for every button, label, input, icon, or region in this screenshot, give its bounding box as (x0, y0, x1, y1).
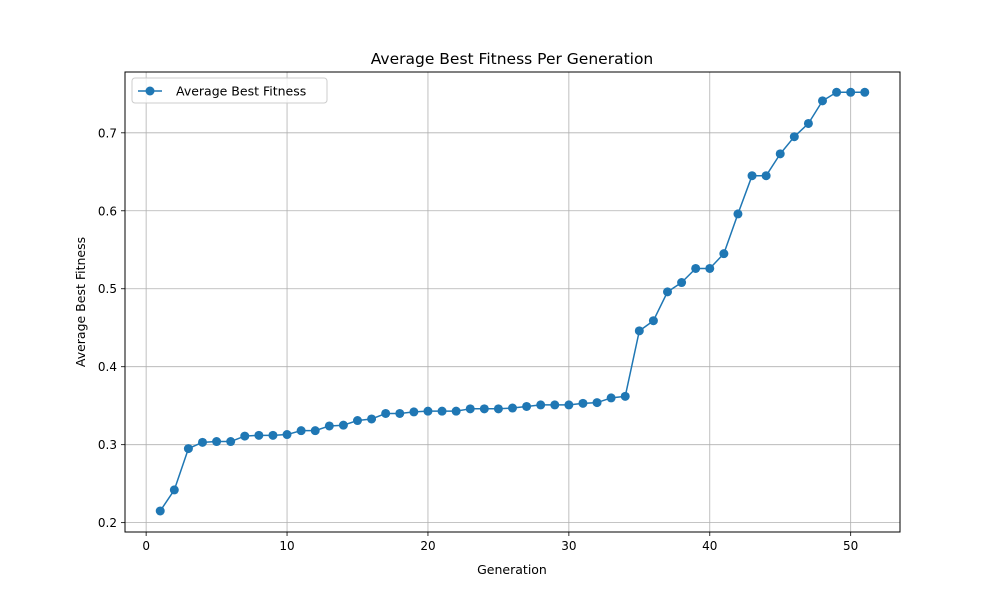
y-axis-label: Average Best Fitness (73, 237, 88, 367)
data-point (310, 426, 320, 436)
data-point (747, 171, 757, 181)
x-tick-label: 50 (843, 539, 858, 553)
data-point (860, 87, 870, 97)
data-point (564, 400, 574, 410)
data-point (338, 420, 348, 430)
data-point (183, 444, 193, 454)
data-point (846, 87, 856, 97)
data-point (169, 485, 179, 495)
data-point (268, 430, 278, 440)
data-point (606, 393, 616, 403)
data-point (550, 400, 560, 410)
legend-box (131, 77, 328, 104)
y-tick-label: 0.5 (98, 282, 117, 296)
data-point (789, 132, 799, 142)
data-point (677, 278, 687, 288)
data-point (324, 421, 334, 431)
y-tick-label: 0.6 (98, 204, 117, 218)
x-axis-label: Generation (477, 562, 547, 577)
data-point (705, 263, 715, 273)
x-tick-label: 30 (561, 539, 576, 553)
y-tick-label: 0.2 (98, 516, 117, 530)
legend-marker-swatch (145, 86, 155, 96)
data-point (733, 209, 743, 219)
data-point (620, 391, 630, 401)
ticks: 0 10 20 30 40 50 0.2 0.3 0.4 0.5 0.6 0.7 (98, 126, 858, 553)
data-point (254, 430, 264, 440)
y-tick-label: 0.7 (98, 126, 117, 140)
chart-title: Average Best Fitness Per Generation (371, 50, 654, 68)
y-tick-label: 0.3 (98, 438, 117, 452)
data-point (423, 406, 433, 416)
data-point (353, 416, 362, 426)
data-point (381, 408, 391, 418)
x-tick-label: 10 (279, 539, 294, 553)
grid (125, 72, 900, 532)
data-point (761, 171, 771, 181)
data-point (451, 406, 461, 416)
data-point (803, 118, 813, 128)
x-tick-label: 0 (142, 539, 150, 553)
data-point (367, 414, 377, 424)
data-point (775, 149, 785, 159)
y-tick-label: 0.4 (98, 360, 117, 374)
legend-label: Average Best Fitness (176, 84, 306, 99)
data-point (437, 406, 447, 416)
data-point (578, 398, 588, 408)
data-point (719, 249, 729, 259)
data-point (493, 404, 503, 414)
data-point (226, 437, 236, 447)
data-point (634, 326, 644, 336)
plot-frame (124, 71, 901, 533)
data-point (648, 316, 658, 326)
data-point (198, 437, 207, 447)
x-tick-label: 40 (702, 539, 717, 553)
data-point (240, 431, 250, 441)
data-point (522, 401, 532, 411)
series-layer (155, 87, 870, 516)
data-point (536, 400, 546, 410)
data-point (395, 408, 405, 418)
data-point (296, 426, 306, 436)
legend: Average Best Fitness (131, 77, 328, 104)
data-point (479, 404, 489, 414)
data-point (592, 398, 602, 408)
data-point (212, 437, 222, 447)
data-point (409, 407, 419, 417)
data-point (508, 403, 517, 413)
data-point (663, 287, 672, 297)
x-tick-label: 20 (420, 539, 435, 553)
data-point (465, 404, 475, 414)
data-point (282, 430, 292, 440)
data-point (155, 506, 165, 516)
data-point (691, 263, 701, 273)
data-point (832, 87, 842, 97)
data-point (818, 96, 827, 106)
